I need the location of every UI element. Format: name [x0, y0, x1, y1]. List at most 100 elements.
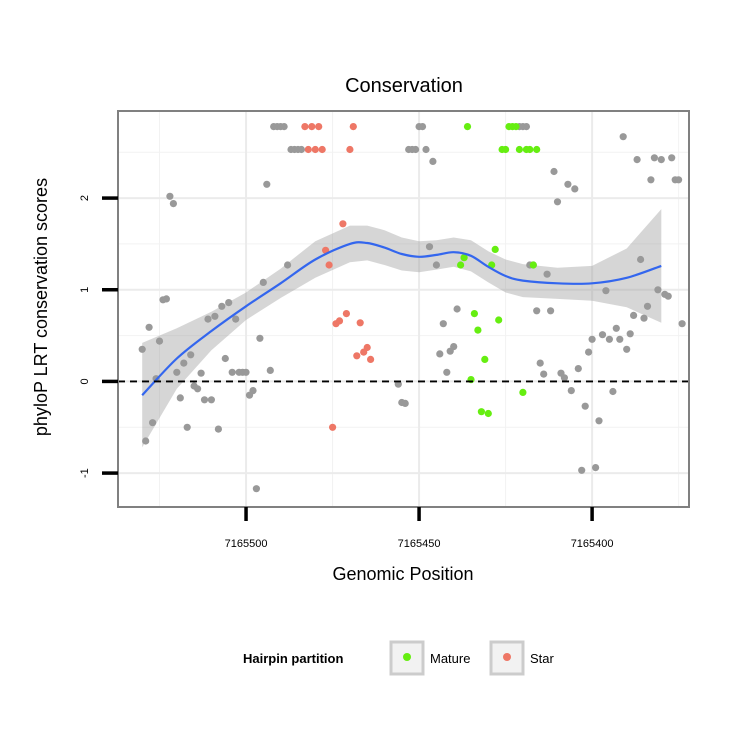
data-point-other [595, 417, 603, 425]
data-point-other [567, 387, 575, 395]
data-point-other [536, 359, 544, 367]
data-point-other [668, 154, 676, 162]
data-point-other [543, 270, 551, 278]
data-point-other [588, 335, 596, 343]
data-point-star [363, 343, 371, 352]
data-point-other [422, 145, 430, 154]
data-point-other [540, 370, 548, 378]
data-point-star [318, 145, 326, 154]
data-point-other [643, 302, 652, 310]
data-point-other [571, 185, 579, 193]
data-point-mature [474, 326, 482, 334]
data-point-other [194, 385, 202, 393]
x-tick-label: 7165400 [571, 538, 614, 550]
data-point-other [626, 330, 634, 338]
y-axis-label: phyloP LRT conservation scores [31, 178, 51, 436]
data-point-other [592, 464, 600, 472]
data-point-other [612, 324, 620, 332]
data-point-other [211, 312, 219, 320]
legend-title: Hairpin partition [243, 651, 343, 666]
plot-background [118, 111, 689, 507]
x-tick-label: 7165450 [398, 538, 441, 550]
data-point-star [367, 355, 375, 363]
data-point-other [647, 176, 655, 184]
data-point-other [228, 368, 236, 376]
data-point-other [633, 156, 641, 164]
data-point-mature [477, 408, 485, 416]
data-point-other [266, 366, 274, 374]
data-point-other [176, 394, 184, 402]
y-tick-label: 0 [79, 378, 91, 384]
data-point-other [623, 345, 631, 353]
data-point-other [547, 307, 555, 315]
data-point-mature [529, 261, 537, 269]
data-point-other [678, 320, 686, 328]
confidence-band [142, 209, 662, 448]
y-tick-label: -1 [79, 468, 91, 478]
data-point-mature [515, 145, 524, 154]
legend-label-mature: Mature [430, 651, 470, 666]
data-point-other [630, 311, 638, 319]
data-point-mature [512, 123, 520, 131]
data-point-other [256, 334, 264, 342]
data-point-other [609, 387, 617, 396]
x-axis-ticks: 7165500 7165450 7165400 [225, 507, 614, 550]
data-point-other [657, 156, 665, 164]
data-point-other [138, 345, 146, 353]
data-point-other [432, 261, 440, 269]
data-point-mature [495, 316, 503, 324]
data-point-other [619, 133, 627, 141]
data-point-other [637, 255, 645, 264]
smooth-line-layer [141, 241, 662, 396]
smooth-confidence-band [142, 209, 662, 448]
data-point-mature [502, 145, 510, 154]
data-point-other [585, 348, 593, 356]
data-point-other [142, 437, 150, 445]
data-point-other [522, 123, 531, 131]
data-point-other [249, 387, 257, 395]
data-point-other [242, 368, 250, 376]
data-point-other [284, 261, 292, 269]
data-point-mature [481, 355, 489, 363]
y-tick-label: 1 [79, 287, 91, 293]
data-point-other [218, 302, 226, 310]
data-point-other [650, 154, 659, 162]
data-point-star [325, 261, 333, 269]
data-point-other [640, 314, 648, 322]
data-point-other [578, 466, 586, 474]
data-point-other [560, 374, 569, 382]
data-point-star [311, 145, 319, 154]
data-point-other [166, 192, 174, 200]
data-point-other [204, 315, 212, 323]
data-point-other [394, 380, 402, 388]
data-point-other [550, 167, 558, 176]
data-point-star [339, 220, 347, 228]
data-point-star [342, 310, 350, 318]
data-point-other [187, 351, 195, 359]
data-point-other [602, 287, 610, 295]
plot-border [117, 110, 690, 508]
data-point-other [574, 365, 582, 373]
data-point-other [598, 331, 607, 339]
data-point-other [664, 292, 672, 300]
data-point-other [197, 369, 205, 377]
data-point-other [145, 323, 153, 331]
data-point-other [180, 359, 188, 367]
data-point-other [605, 335, 614, 343]
data-point-other [425, 243, 434, 251]
data-point-other [214, 425, 222, 433]
data-point-star [329, 423, 337, 431]
plot-frame [117, 110, 690, 508]
data-point-other [162, 295, 170, 303]
data-point-other [155, 337, 164, 345]
data-point-other [169, 200, 177, 208]
data-point-mature [519, 388, 527, 396]
data-point-star [356, 319, 364, 327]
data-point-mature [533, 145, 541, 154]
data-point-other [183, 423, 191, 431]
data-point-mature [457, 261, 465, 269]
data-point-other [263, 180, 271, 188]
data-point-other [280, 123, 288, 131]
data-point-star [308, 123, 316, 131]
